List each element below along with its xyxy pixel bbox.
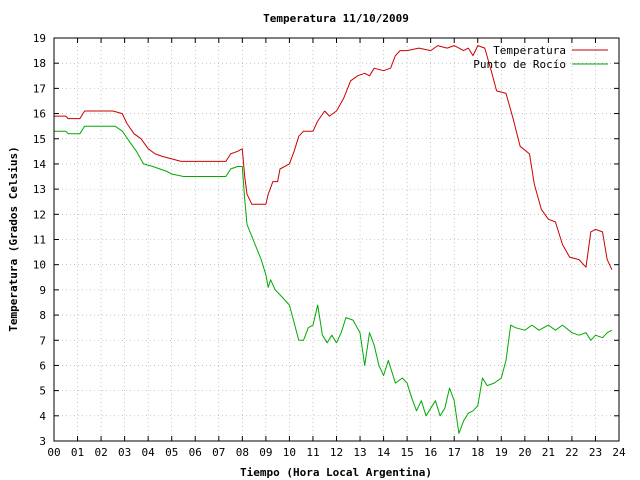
x-tick-label: 09 [259,446,272,459]
series-line-0 [54,45,613,270]
x-tick-label: 05 [165,446,178,459]
y-tick-label: 9 [39,284,46,297]
legend-label: Punto de Rocío [473,58,566,71]
x-tick-label: 23 [589,446,602,459]
x-tick-label: 16 [424,446,437,459]
x-tick-label: 19 [495,446,508,459]
y-tick-label: 13 [33,183,46,196]
y-tick-label: 19 [33,32,46,45]
x-tick-label: 24 [612,446,626,459]
x-tick-label: 07 [212,446,225,459]
x-tick-label: 13 [353,446,366,459]
x-tick-label: 15 [401,446,414,459]
y-tick-label: 6 [39,359,46,372]
y-tick-label: 12 [33,208,46,221]
y-tick-label: 17 [33,82,46,95]
y-tick-label: 18 [33,57,46,70]
x-tick-label: 20 [518,446,531,459]
y-tick-label: 8 [39,309,46,322]
x-axis-label: Tiempo (Hora Local Argentina) [240,466,432,479]
y-tick-label: 3 [39,435,46,448]
x-tick-label: 18 [471,446,484,459]
legend-label: Temperatura [493,44,566,57]
y-tick-label: 10 [33,259,46,272]
x-tick-label: 21 [542,446,555,459]
plot-frame [53,37,620,442]
y-axis-label: Temperatura (Grados Celsius) [7,146,20,331]
x-tick-label: 03 [118,446,131,459]
series-lines [54,45,613,434]
x-tick-label: 02 [94,446,107,459]
grid-lines [54,38,619,441]
y-tick-label: 14 [33,158,47,171]
x-tick-label: 01 [71,446,84,459]
x-tick-label: 00 [47,446,60,459]
series-line-1 [54,125,613,434]
y-tick-label: 15 [33,133,46,146]
y-tick-label: 11 [33,234,46,247]
x-tick-label: 17 [448,446,461,459]
x-tick-label: 22 [565,446,578,459]
x-tick-label: 11 [306,446,319,459]
x-tick-label: 08 [236,446,249,459]
y-tick-label: 5 [39,385,46,398]
y-tick-label: 7 [39,334,46,347]
x-tick-label: 12 [330,446,343,459]
x-tick-label: 04 [142,446,156,459]
axis-ticks: 00 01 02 03 04 05 06 07 08 09 10 11 12 13 14 15 16 17 18 19… [33,32,626,459]
y-tick-label: 4 [39,410,46,423]
y-tick-label: 16 [33,108,46,121]
chart-title: Temperatura 11/10/2009 [263,12,409,25]
x-tick-label: 06 [189,446,202,459]
x-tick-label: 10 [283,446,296,459]
x-tick-label: 14 [377,446,391,459]
